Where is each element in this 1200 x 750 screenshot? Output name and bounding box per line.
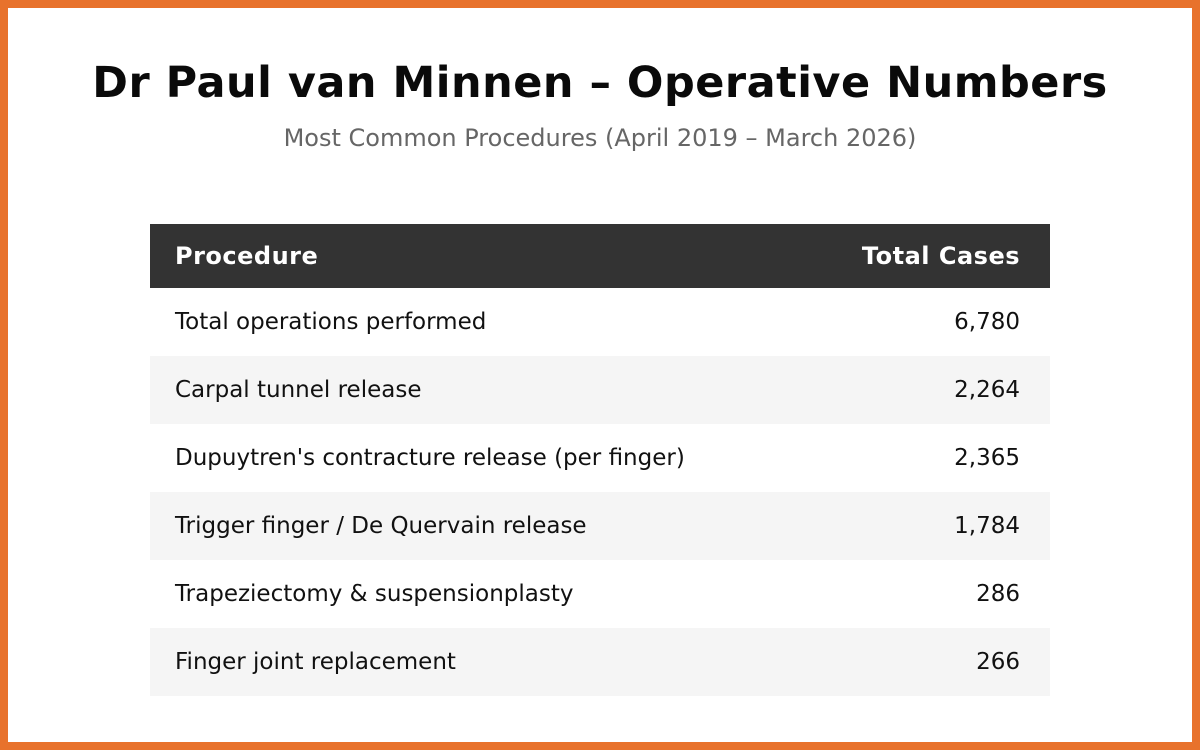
procedures-table: Procedure Total Cases Total operations p… <box>150 224 1050 696</box>
column-header-procedure: Procedure <box>150 224 830 288</box>
procedure-count: 2,365 <box>830 424 1050 492</box>
procedure-name: Dupuytren's contracture release (per fin… <box>150 424 830 492</box>
table-row: Trapeziectomy & suspensionplasty 286 <box>150 560 1050 628</box>
procedure-name: Carpal tunnel release <box>150 356 830 424</box>
table-body: Total operations performed 6,780 Carpal … <box>150 288 1050 696</box>
table-header-row: Procedure Total Cases <box>150 224 1050 288</box>
table-header: Procedure Total Cases <box>150 224 1050 288</box>
table-row: Dupuytren's contracture release (per fin… <box>150 424 1050 492</box>
table-row: Total operations performed 6,780 <box>150 288 1050 356</box>
page-subtitle: Most Common Procedures (April 2019 – Mar… <box>283 124 917 152</box>
procedures-table-container: Procedure Total Cases Total operations p… <box>150 224 1050 696</box>
procedure-count: 6,780 <box>830 288 1050 356</box>
column-header-total-cases: Total Cases <box>830 224 1050 288</box>
procedure-name: Trapeziectomy & suspensionplasty <box>150 560 830 628</box>
table-row: Trigger finger / De Quervain release 1,7… <box>150 492 1050 560</box>
procedure-count: 2,264 <box>830 356 1050 424</box>
table-row: Carpal tunnel release 2,264 <box>150 356 1050 424</box>
procedure-name: Trigger finger / De Quervain release <box>150 492 830 560</box>
table-row: Finger joint replacement 266 <box>150 628 1050 696</box>
page-title: Dr Paul van Minnen – Operative Numbers <box>92 58 1108 108</box>
procedure-count: 1,784 <box>830 492 1050 560</box>
procedure-name: Total operations performed <box>150 288 830 356</box>
procedure-count: 266 <box>830 628 1050 696</box>
procedure-count: 286 <box>830 560 1050 628</box>
procedure-name: Finger joint replacement <box>150 628 830 696</box>
